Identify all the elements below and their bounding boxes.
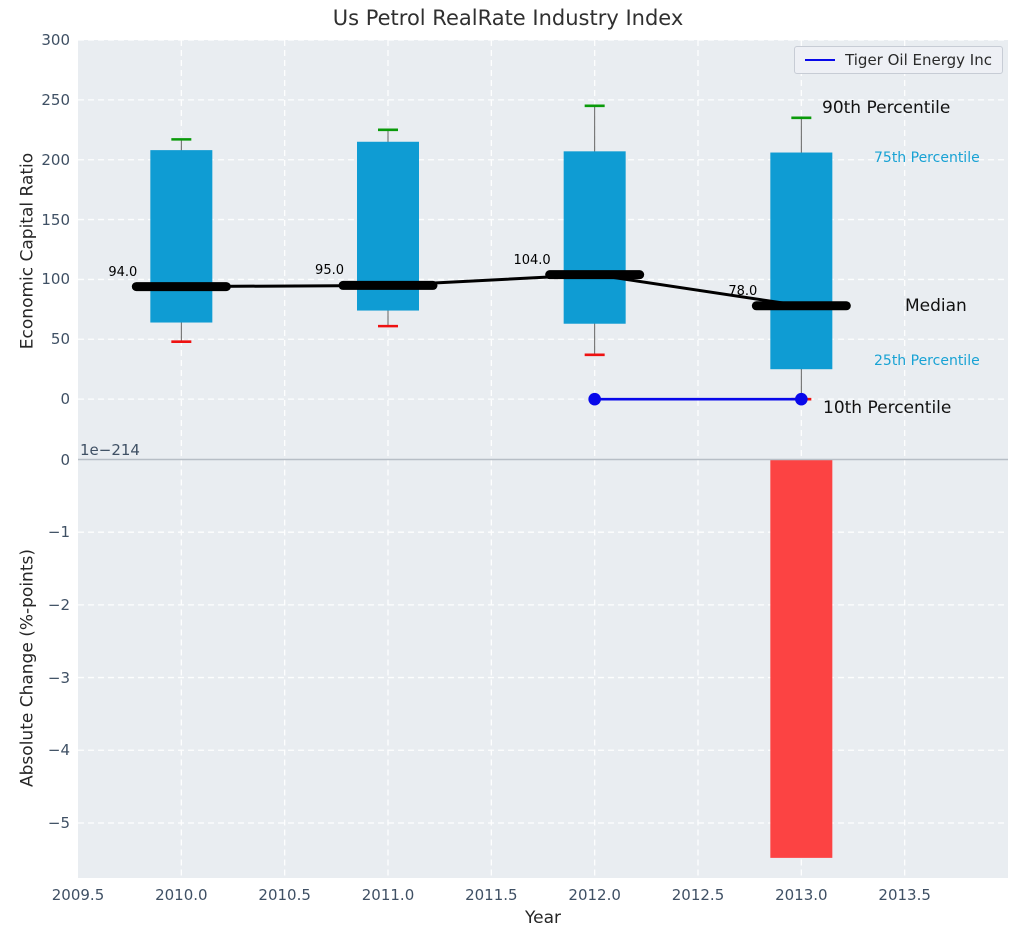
- percentile-box: [150, 150, 212, 322]
- company-series-marker: [795, 393, 808, 406]
- top-y-tick-label: 100: [0, 269, 70, 289]
- top-y-tick-label: 0: [0, 389, 70, 409]
- x-tick-label: 2010.0: [141, 886, 221, 904]
- bottom-y-tick-label: −3: [0, 668, 70, 688]
- top-y-tick-label: 150: [0, 210, 70, 230]
- median-value-label: 104.0: [491, 253, 551, 268]
- percentile-annotation: 90th Percentile: [822, 98, 950, 118]
- x-tick-label: 2012.0: [555, 886, 635, 904]
- x-tick-label: 2011.0: [348, 886, 428, 904]
- top-y-tick-label: 250: [0, 90, 70, 110]
- percentile-box: [564, 151, 626, 323]
- legend: Tiger Oil Energy Inc: [794, 46, 1003, 74]
- percentile-annotation: 25th Percentile: [874, 353, 980, 369]
- percentile-annotation: Median: [905, 296, 967, 316]
- percentile-annotation: 10th Percentile: [823, 398, 951, 418]
- bottom-y-tick-label: −1: [0, 522, 70, 542]
- chart-title: Us Petrol RealRate Industry Index: [0, 6, 1016, 30]
- percentile-annotation: 75th Percentile: [874, 150, 980, 166]
- x-tick-label: 2012.5: [658, 886, 738, 904]
- x-tick-label: 2013.5: [865, 886, 945, 904]
- bottom-y-tick-label: −5: [0, 813, 70, 833]
- top-y-tick-label: 300: [0, 30, 70, 50]
- median-value-label: 78.0: [697, 284, 757, 299]
- change-bar: [770, 460, 832, 858]
- legend-line-sample: [805, 59, 835, 61]
- x-tick-label: 2010.5: [245, 886, 325, 904]
- median-value-label: 94.0: [77, 265, 137, 280]
- figure: Us Petrol RealRate Industry Index Econom…: [0, 0, 1016, 942]
- x-axis-label: Year: [443, 908, 643, 928]
- company-series-marker: [588, 393, 601, 406]
- x-tick-label: 2011.5: [451, 886, 531, 904]
- x-tick-label: 2013.0: [761, 886, 841, 904]
- bottom-y-tick-label: 0: [0, 450, 70, 470]
- x-tick-label: 2009.5: [38, 886, 118, 904]
- chart-canvas: [0, 0, 1016, 942]
- axis-offset-label: 1e−214: [80, 441, 140, 459]
- top-y-tick-label: 200: [0, 150, 70, 170]
- percentile-box: [770, 153, 832, 370]
- top-y-tick-label: 50: [0, 329, 70, 349]
- median-value-label: 95.0: [284, 263, 344, 278]
- bottom-y-tick-label: −4: [0, 740, 70, 760]
- legend-label: Tiger Oil Energy Inc: [845, 51, 992, 69]
- bottom-y-tick-label: −2: [0, 595, 70, 615]
